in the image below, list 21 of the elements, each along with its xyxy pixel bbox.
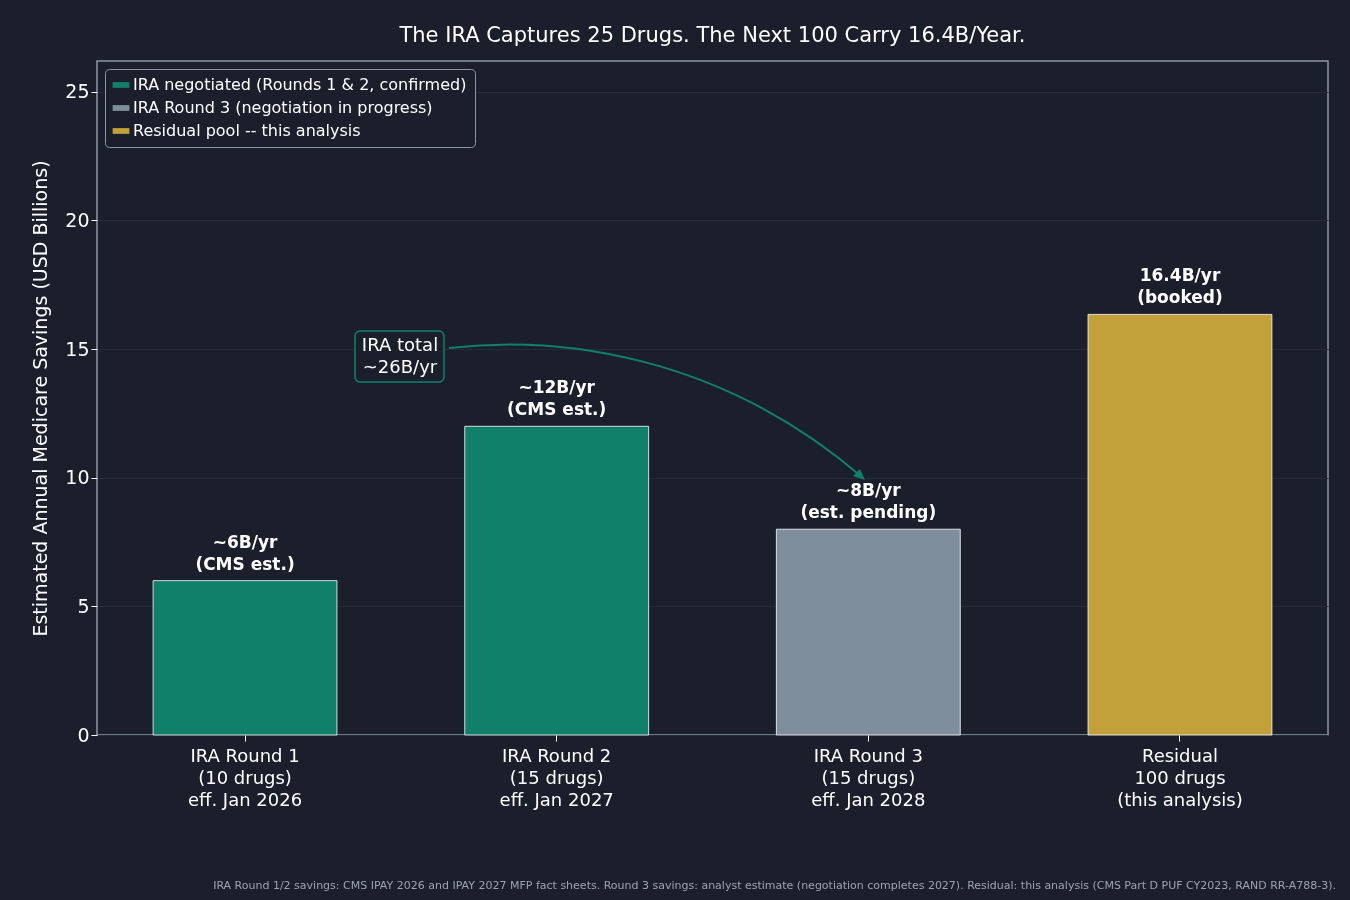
y-tick-label: 15 — [65, 337, 90, 360]
legend-label: Residual pool -- this analysis — [133, 121, 361, 140]
x-tick-label: IRA Round 2 (15 drugs) eff. Jan 2027 — [499, 744, 614, 810]
annotation: IRA total ~26B/yr — [361, 334, 439, 377]
text: IRA Round 1/2 savings: CMS IPAY 2026 and IPAY 2027 MFP fact sheets. Round 3 savings: analyst estimate (negotiation completes 2027). Residual: this analysis (CMS Part D PUF CY2023, RAND RR-A788-3). — [213, 879, 1336, 892]
y-tick-label: 5 — [77, 594, 90, 617]
data-label: ~8B/yr (est. pending) — [800, 480, 937, 523]
legend-label: IRA negotiated (Rounds 1 & 2, confirmed) — [133, 75, 467, 94]
data-label: 16.4B/yr (booked) — [1137, 265, 1223, 308]
x-tick-label: Residual 100 drugs (this analysis) — [1117, 744, 1243, 810]
data-label: ~12B/yr (CMS est.) — [507, 377, 607, 420]
y-tick-label: 25 — [65, 80, 90, 103]
x-tick-label: IRA Round 1 (10 drugs) eff. Jan 2026 — [187, 744, 303, 810]
y-tick-label: 10 — [65, 466, 90, 489]
legend-label: IRA Round 3 (negotiation in progress) — [133, 98, 433, 117]
y-axis-title: Estimated Annual Medicare Savings (USD Billions) — [29, 160, 52, 637]
y-tick-label: 20 — [65, 209, 90, 231]
chart-title: The IRA Captures 25 Drugs. The Next 100 Carry 16.4B/Year. — [398, 23, 1026, 47]
data-label: ~6B/yr (CMS est.) — [195, 531, 295, 574]
x-tick-label: IRA Round 3 (15 drugs) eff. Jan 2028 — [811, 744, 926, 810]
y-tick-label: 0 — [77, 723, 90, 746]
